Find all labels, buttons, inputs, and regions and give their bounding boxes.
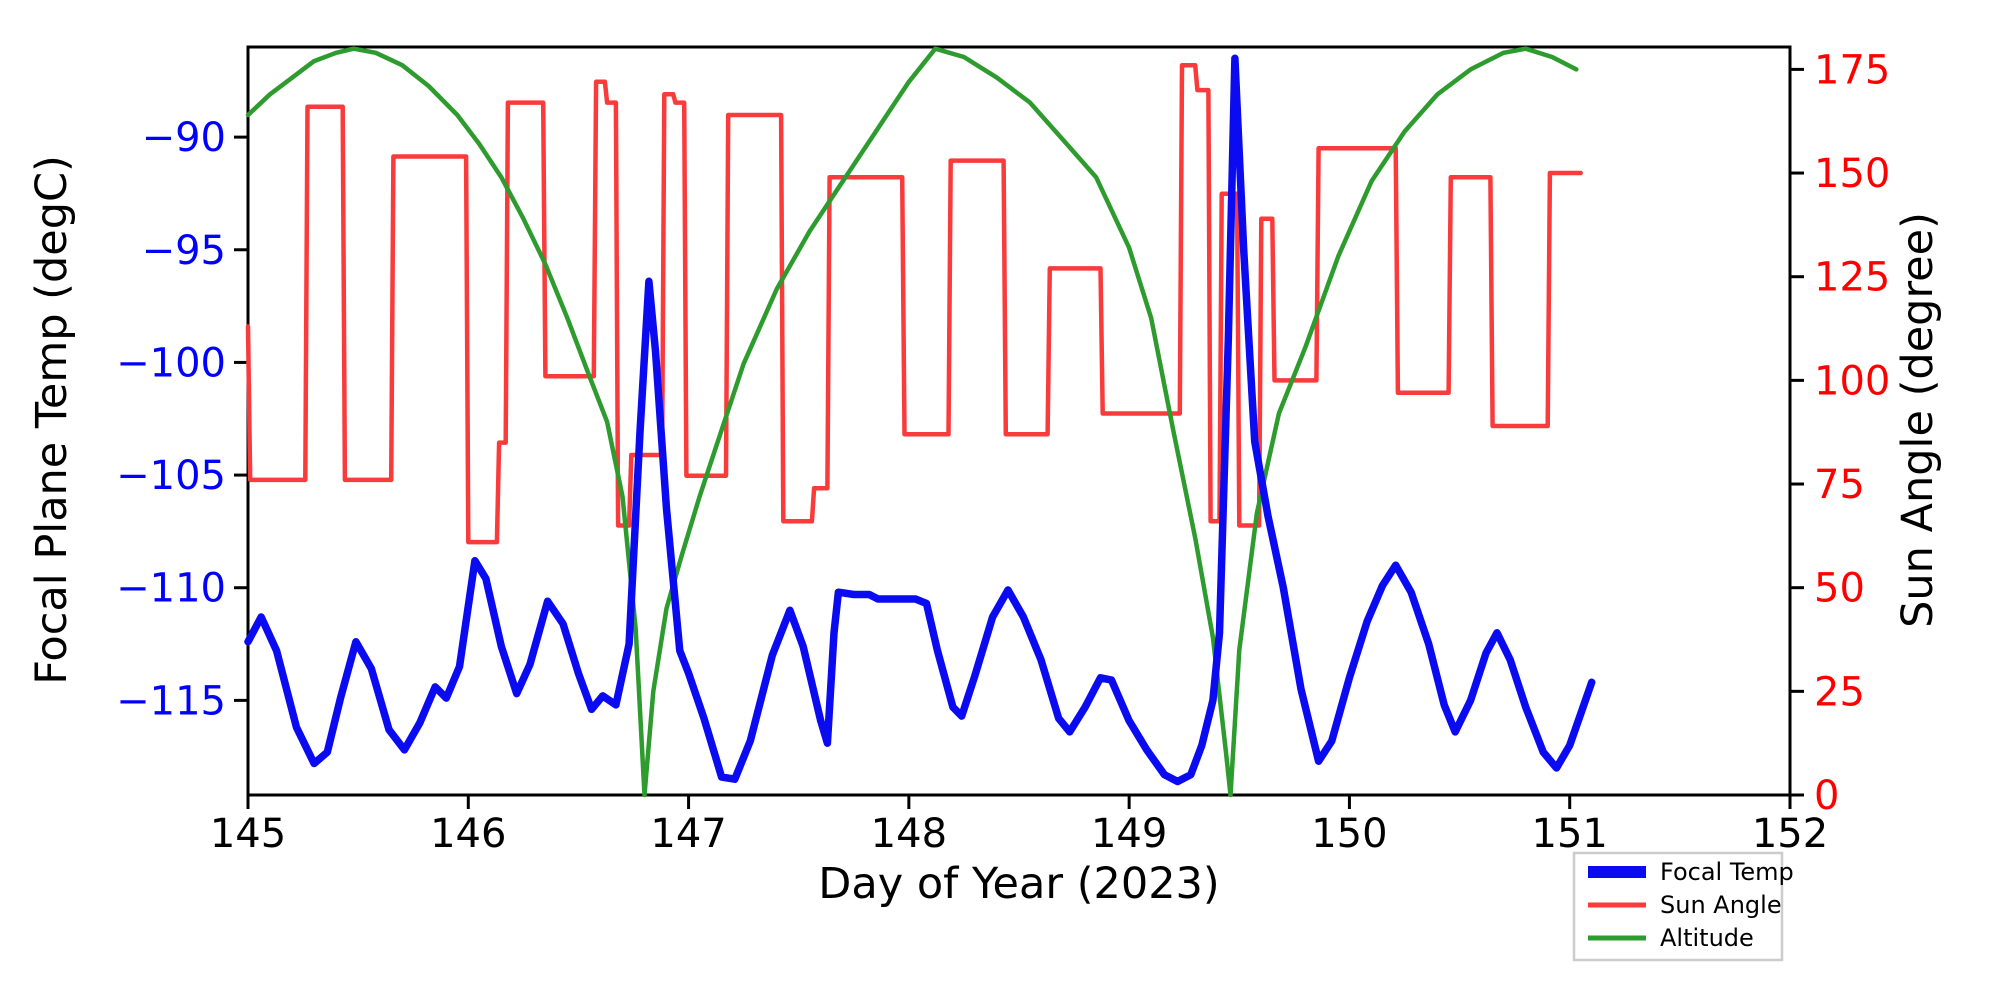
x-tick-label: 152 xyxy=(1752,811,1828,857)
y-axis-label-right: Sun Angle (degree) xyxy=(1893,212,1943,628)
series-altitude xyxy=(245,46,1579,798)
series-layer xyxy=(244,46,1596,798)
y-tick-label-right: 100 xyxy=(1814,358,1890,404)
x-tick-label: 151 xyxy=(1532,811,1608,857)
y-tick-label-right: 125 xyxy=(1814,255,1890,301)
y-tick-label-right: 25 xyxy=(1814,669,1865,715)
y-tick-label-right: 75 xyxy=(1814,462,1865,508)
x-tick-label: 149 xyxy=(1091,811,1167,857)
x-tick-label: 148 xyxy=(871,811,947,857)
y-tick-label-left: −115 xyxy=(116,678,226,724)
y-tick-label-left: −110 xyxy=(116,566,226,612)
x-tick-label: 150 xyxy=(1311,811,1387,857)
x-axis-label: Day of Year (2023) xyxy=(818,859,1219,909)
y-tick-label-right: 175 xyxy=(1814,47,1890,93)
y-tick-label-left: −90 xyxy=(142,115,226,161)
y-tick-label-right: 0 xyxy=(1814,773,1839,819)
legend-label-altitude: Altitude xyxy=(1660,924,1754,952)
y-tick-label-left: −100 xyxy=(116,340,226,386)
legend-label-focal-temp: Focal Temp xyxy=(1660,858,1794,886)
plot-area xyxy=(246,45,1792,797)
y-axis-label-left: Focal Plane Temp (degC) xyxy=(27,155,77,685)
y-tick-label-right: 150 xyxy=(1814,151,1890,197)
legend-label-sun-angle: Sun Angle xyxy=(1660,891,1782,919)
x-tick-label: 145 xyxy=(210,811,286,857)
y-tick-label-left: −95 xyxy=(142,228,226,274)
y-tick-label-left: −105 xyxy=(116,453,226,499)
series-focal-temp xyxy=(244,54,1596,786)
x-tick-label: 146 xyxy=(430,811,506,857)
x-tick-label: 147 xyxy=(650,811,726,857)
ticks-layer: 145 146 147 148 149 150 151 152 −115 −110 −105 −100… xyxy=(116,47,1890,857)
series-sun-angle xyxy=(245,62,1583,545)
y-tick-label-right: 50 xyxy=(1814,566,1865,612)
legend: Focal Temp Sun Angle Altitude xyxy=(1572,851,1794,962)
